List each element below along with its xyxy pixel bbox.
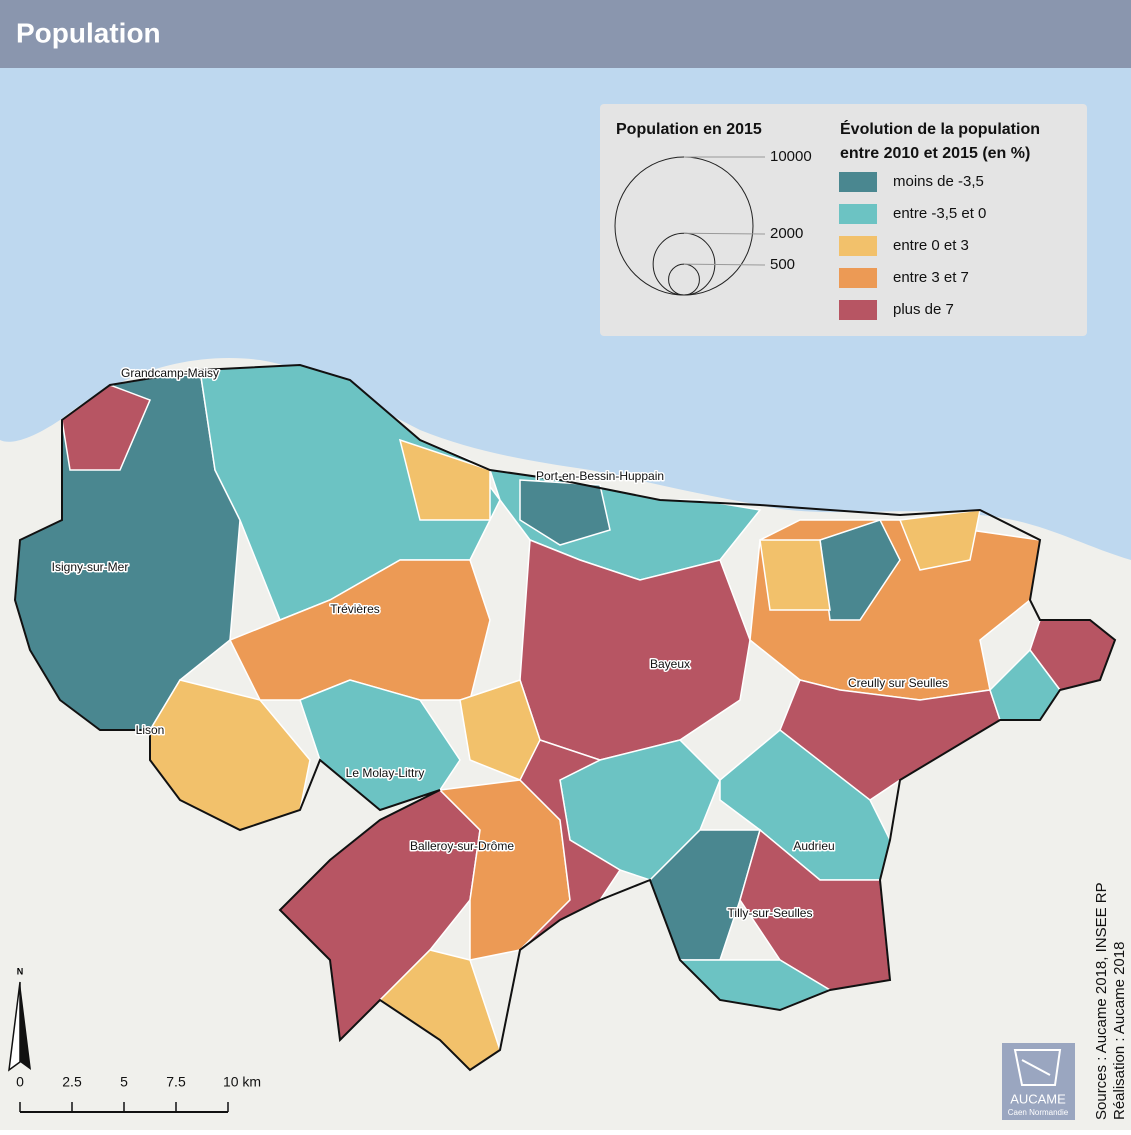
place-label: Le Molay-Littry	[346, 766, 425, 780]
place-labels: Grandcamp-Maisy Port-en-Bessin-Huppain Isi…	[50, 365, 949, 922]
size-legend-label: 10000	[770, 148, 812, 165]
place-label: Creully sur Seulles	[848, 676, 948, 690]
scale-bar: 0 2.5 5 7.5 10 km	[16, 1074, 261, 1113]
class-label: moins de -3,5	[893, 173, 984, 190]
size-legend-label: 500	[770, 256, 795, 273]
size-legend-title: Population en 2015	[616, 121, 762, 138]
logo-mark	[1013, 1049, 1062, 1086]
page-title: Population	[16, 17, 161, 48]
logo-box	[1002, 1043, 1075, 1120]
header-bar	[0, 0, 1131, 68]
credits: Réalisation : Aucame 2018	[1111, 942, 1128, 1120]
class-swatch	[839, 236, 877, 256]
place-label: Balleroy-sur-Drôme	[410, 839, 514, 853]
place-label: Trévières	[330, 602, 380, 616]
scale-tick-label: 2.5	[62, 1074, 82, 1090]
class-swatch	[839, 300, 877, 320]
class-legend-title: entre 2010 et 2015 (en %)	[840, 145, 1030, 162]
communes	[14, 364, 1116, 1071]
commune	[759, 539, 831, 611]
commune	[519, 479, 611, 546]
north-arrow: N	[8, 966, 31, 1072]
class-label: entre 0 et 3	[893, 237, 969, 254]
class-swatch	[839, 204, 877, 224]
scale-tick-label: 7.5	[166, 1074, 186, 1090]
place-label: Audrieu	[793, 839, 834, 853]
class-swatch	[839, 172, 877, 192]
north-label: N	[17, 966, 24, 976]
scale-tick-label: 5	[120, 1074, 128, 1090]
commune	[898, 509, 981, 571]
size-legend-leader	[683, 263, 766, 266]
logo-subtitle: Caen Normandie	[1008, 1108, 1069, 1117]
size-legend-leader	[683, 232, 766, 235]
class-label: entre 3 et 7	[893, 269, 969, 286]
size-legend-label: 2000	[770, 225, 803, 242]
territory-outline	[13, 363, 1117, 1072]
sources: Sources : Aucame 2018, INSEE RP	[1093, 882, 1110, 1120]
place-label: Bayeux	[650, 657, 690, 671]
class-label: plus de 7	[893, 301, 954, 318]
place-label: Isigny-sur-Mer	[52, 560, 129, 574]
logo: AUCAME Caen Normandie	[1002, 1043, 1075, 1120]
place-label: Grandcamp-Maisy	[121, 366, 219, 380]
class-label: entre -3,5 et 0	[893, 205, 986, 222]
north-arrow-right	[20, 982, 31, 1070]
class-swatch	[839, 268, 877, 288]
place-label: Lison	[136, 723, 165, 737]
scale-tick-label: 10 km	[223, 1074, 261, 1090]
commune	[398, 438, 491, 521]
place-label: Port-en-Bessin-Huppain	[536, 469, 664, 483]
legend: 10000 2000 500 moins de -3,5 entre -3,5 et 0…	[614, 148, 986, 320]
place-label: Tilly-sur-Seulles	[728, 906, 813, 920]
scale-tick-label: 0	[16, 1074, 24, 1090]
logo-name: AUCAME	[1010, 1091, 1066, 1106]
class-legend-title: Évolution de la population	[840, 119, 1040, 138]
